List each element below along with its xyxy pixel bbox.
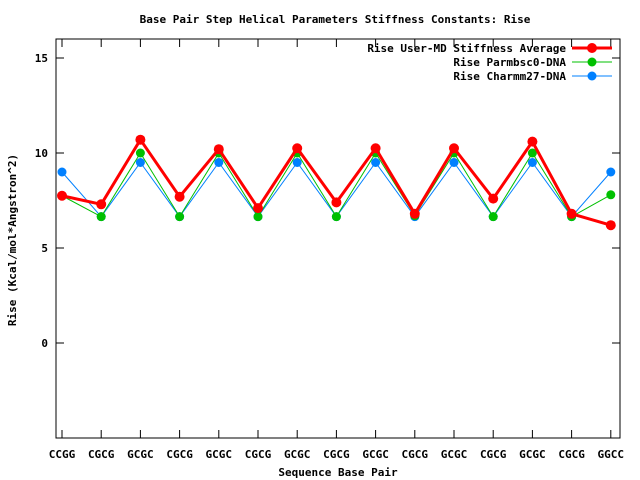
x-tick-label: CGCG — [323, 448, 350, 461]
x-tick-label: GCGC — [127, 448, 154, 461]
data-point — [213, 144, 224, 155]
series-line — [61, 162, 612, 218]
data-point — [488, 212, 498, 222]
data-point — [292, 158, 302, 167]
data-point — [488, 193, 499, 204]
chart-title: Base Pair Step Helical Parameters Stiffn… — [140, 13, 531, 26]
legend-swatch-marker — [587, 71, 597, 81]
data-point — [605, 220, 616, 231]
legend-swatch-marker — [587, 43, 597, 53]
data-point — [527, 148, 537, 158]
x-tick-label: GCGC — [519, 448, 546, 461]
series-3 — [57, 158, 616, 222]
x-tick-label: GGCC — [598, 448, 625, 461]
x-tick-label: CGCG — [88, 448, 115, 461]
x-tick-label: GCGC — [206, 448, 233, 461]
data-point — [96, 212, 106, 222]
x-tick-label: CGCG — [558, 448, 585, 461]
y-tick-label: 0 — [41, 337, 48, 350]
data-point — [57, 167, 67, 177]
data-point — [214, 158, 224, 167]
y-tick-label: 15 — [35, 52, 48, 65]
legend-label: Rise Parmbsc0-DNA — [453, 56, 566, 69]
data-point — [135, 158, 145, 167]
y-axis-label: Rise (Kcal/mol*Angstron^2) — [6, 154, 19, 326]
data-point — [331, 197, 342, 208]
x-tick-label: CCGG — [49, 448, 76, 461]
series-layer — [57, 134, 616, 231]
x-axis-label: Sequence Base Pair — [278, 466, 398, 479]
data-point — [370, 143, 381, 154]
plot-area-frame — [55, 38, 621, 439]
y-tick-label: 10 — [35, 147, 48, 160]
data-point — [527, 136, 538, 147]
data-point — [566, 208, 577, 219]
data-point — [527, 158, 537, 167]
legend-label: Rise User-MD Stiffness Average — [367, 42, 566, 55]
x-tick-label: GCGC — [441, 448, 468, 461]
x-tick-label: GCGC — [362, 448, 389, 461]
data-point — [409, 208, 420, 219]
data-point — [606, 167, 616, 177]
data-point — [57, 190, 67, 201]
data-point — [253, 203, 263, 214]
legend-label: Rise Charmm27-DNA — [453, 70, 566, 83]
data-point — [135, 134, 146, 145]
data-point — [292, 143, 303, 154]
data-point — [371, 158, 381, 167]
legend-swatch-marker — [587, 57, 597, 67]
x-tick-label: CGCG — [166, 448, 193, 461]
x-tick-label: CGCG — [402, 448, 429, 461]
data-point — [606, 190, 616, 200]
data-point — [135, 148, 145, 158]
data-point — [174, 191, 185, 202]
y-tick-label: 5 — [41, 242, 48, 255]
data-point — [449, 143, 459, 154]
x-tick-label: CGCG — [480, 448, 507, 461]
data-point — [331, 212, 341, 222]
x-axis: CCGG CGCG GCGC CGCG GCGC CGCG GCGC CGCG GCGC CGCG… — [49, 39, 624, 461]
x-tick-label: CGCG — [245, 448, 272, 461]
series-1 — [57, 134, 616, 231]
x-tick-label: GCGC — [284, 448, 311, 461]
data-point — [449, 158, 459, 167]
data-point — [253, 212, 263, 222]
data-point — [175, 212, 185, 222]
y-axis: 0 5 10 15 — [35, 52, 620, 350]
data-point — [96, 199, 107, 210]
